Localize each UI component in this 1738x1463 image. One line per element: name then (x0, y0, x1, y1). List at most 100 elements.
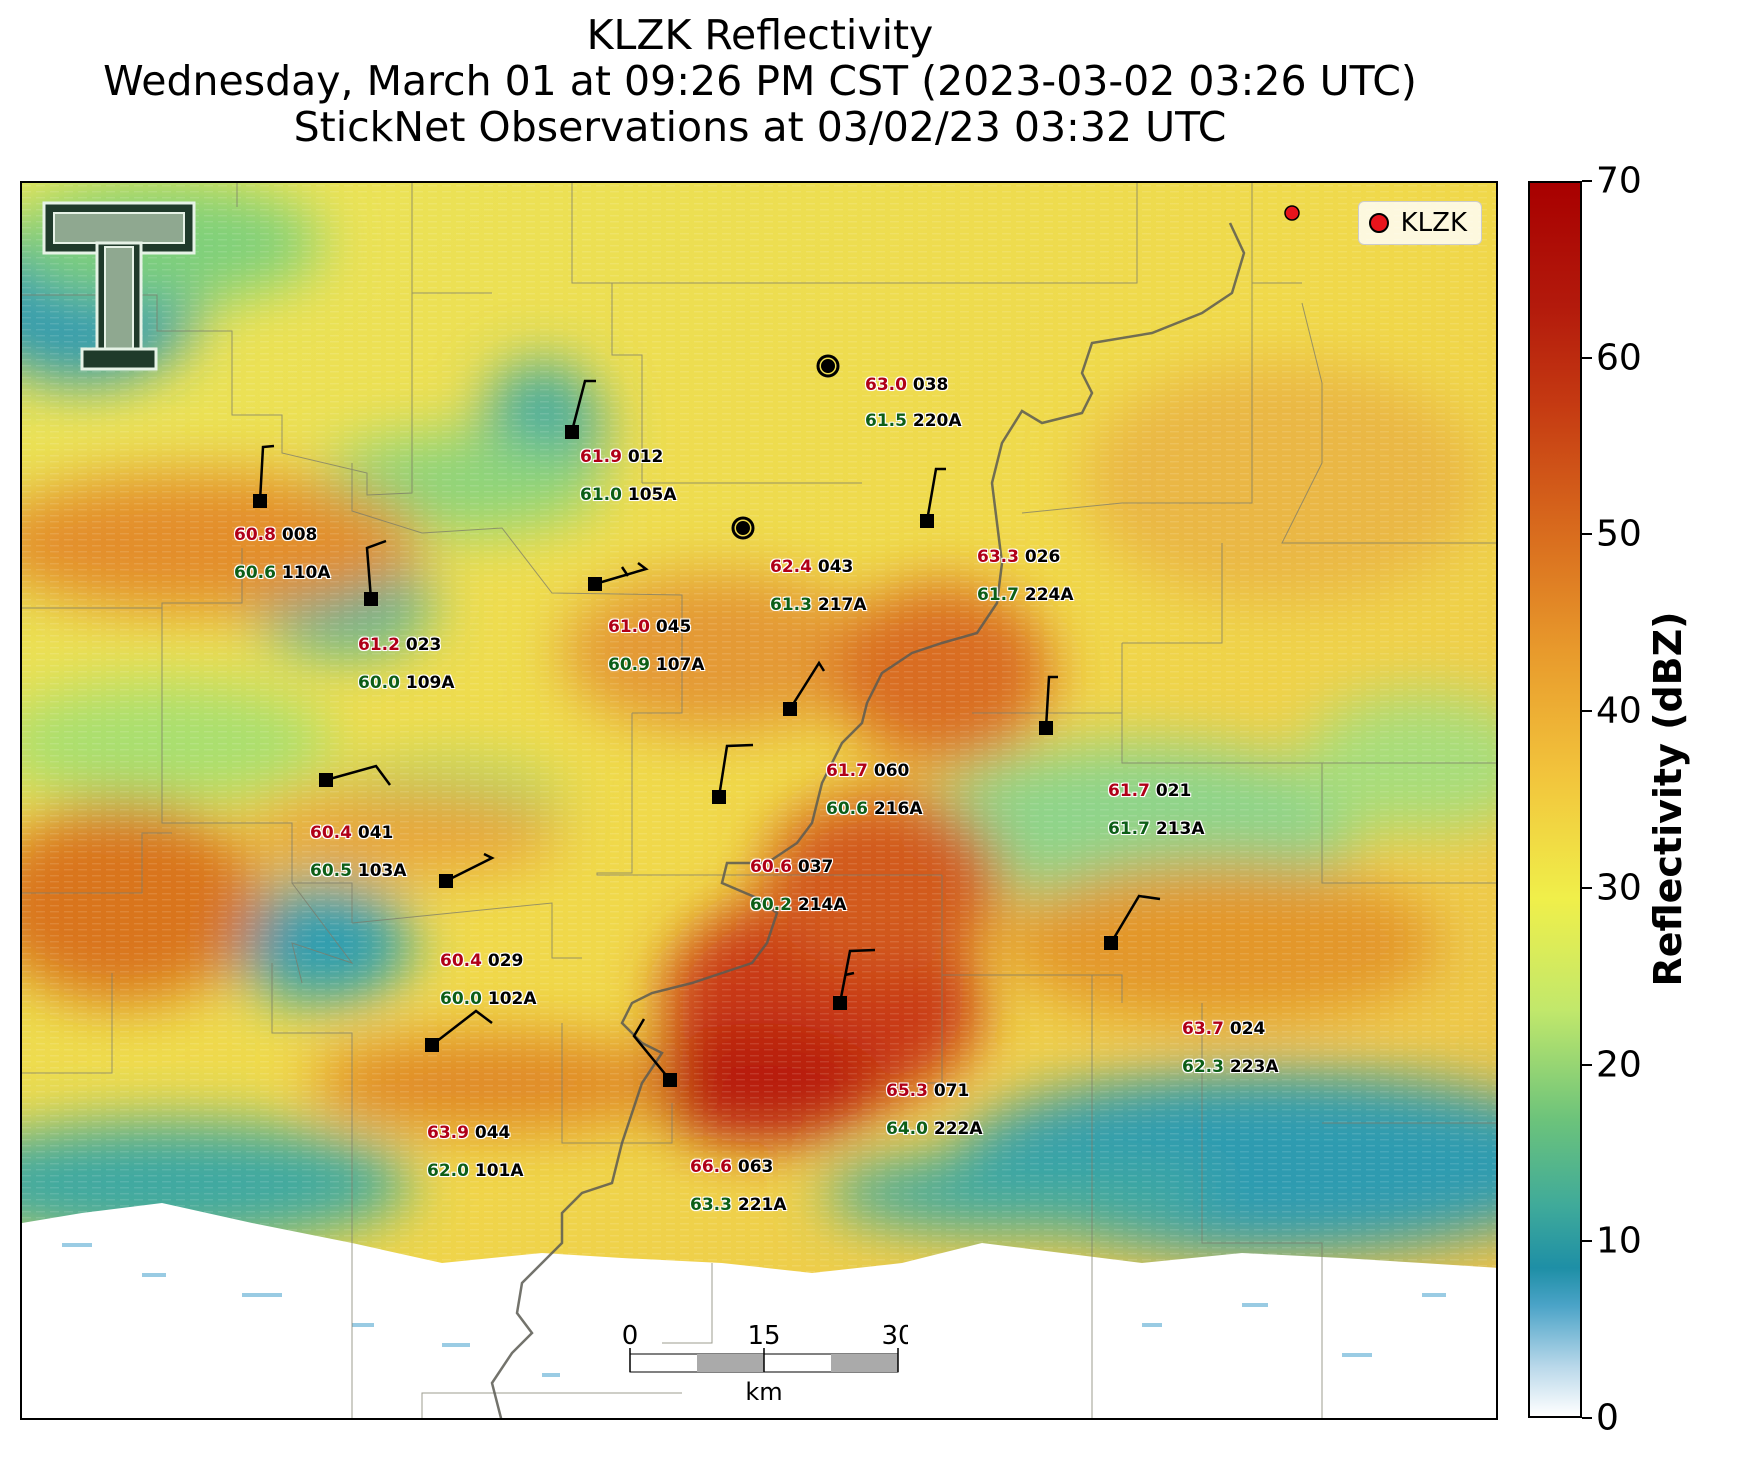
station-dew-216A: 60.6 216A (826, 799, 923, 819)
station-dew-213A: 61.7 213A (1108, 819, 1205, 839)
station-label-107A: 61.0 045 (608, 617, 692, 637)
colorbar-tick-mark (1582, 1063, 1592, 1066)
wind-barb-223A (1109, 894, 1161, 944)
station-marker-222A (833, 996, 847, 1010)
wind-barb-105A (570, 379, 596, 432)
station-marker-105A (565, 425, 579, 439)
colorbar-tick-mark (1582, 710, 1592, 713)
station-label-221A: 66.6 063 (690, 1157, 774, 1177)
reflectivity-field (22, 183, 1496, 1418)
station-dew-102A: 60.0 102A (440, 989, 537, 1009)
wind-barb-102A (445, 852, 495, 883)
colorbar-tick-mark (1582, 1240, 1592, 1243)
wind-barb-222A (838, 948, 876, 1004)
wind-barb-107A (594, 562, 649, 586)
station-label-214A: 60.6 037 (750, 857, 834, 877)
station-dew-224A: 61.7 224A (977, 585, 1074, 605)
klzk-radar-site (1284, 205, 1300, 221)
station-marker-110A (253, 494, 267, 508)
station-dew-109A: 60.0 109A (358, 673, 455, 693)
title-line-1: KLZK Reflectivity (586, 11, 934, 59)
wind-barb-110A (258, 444, 275, 502)
colorbar-tick-label: 50 (1596, 513, 1642, 555)
station-label-105A: 61.9 012 (580, 447, 664, 467)
colorbar-tick-label: 70 (1596, 160, 1642, 202)
colorbar-label: Reflectivity (dBZ) (1646, 611, 1690, 987)
scale-tick-30: 30 (881, 1322, 908, 1351)
station-marker-102A (439, 874, 453, 888)
station-label-110A: 60.8 008 (234, 525, 318, 545)
scale-tick-15: 15 (747, 1322, 780, 1351)
station-dew-220A: 61.5 220A (865, 411, 962, 431)
colorbar-tick-label: 0 (1596, 1397, 1619, 1439)
station-marker-101A (425, 1038, 439, 1052)
station-label-216A: 61.7 060 (826, 761, 910, 781)
station-dew-217A: 61.3 217A (770, 595, 867, 615)
scale-bar: 0 15 30 km (622, 1322, 908, 1406)
wind-barb-101A (431, 1009, 493, 1046)
station-label-109A: 61.2 023 (358, 635, 442, 655)
wind-barb-213A (1044, 675, 1058, 729)
wind-barb-216A (788, 660, 826, 710)
wind-barb-109A (365, 539, 387, 600)
texas-tech-double-t-logo (42, 201, 196, 371)
map-legend: KLZK (1357, 201, 1482, 245)
station-dew-105A: 61.0 105A (580, 485, 677, 505)
colorbar-tick-mark (1582, 533, 1592, 536)
station-dew-223A: 62.3 223A (1182, 1057, 1279, 1077)
colorbar-tick-mark (1582, 356, 1592, 359)
colorbar-tick-mark (1582, 886, 1592, 889)
station-label-217A: 62.4 043 (770, 557, 854, 577)
colorbar-tick-mark (1582, 1417, 1592, 1419)
colorbar-tick-label: 10 (1596, 1220, 1642, 1262)
station-label-101A: 63.9 044 (427, 1123, 511, 1143)
colorbar-tick-mark (1582, 180, 1592, 182)
station-dew-103A: 60.5 103A (310, 861, 407, 881)
station-dew-101A: 62.0 101A (427, 1161, 524, 1181)
wind-barbs (258, 379, 1161, 1081)
scale-tick-0: 0 (622, 1322, 639, 1351)
figure-title: KLZK Reflectivity Wednesday, March 01 at… (18, 12, 1502, 150)
station-marker-109A (364, 592, 378, 606)
station-marker-216A (783, 702, 797, 716)
klzk-marker-icon (1368, 213, 1389, 233)
station-label-222A: 65.3 071 (886, 1081, 970, 1101)
station-dew-221A: 63.3 221A (690, 1195, 787, 1215)
wind-barb-224A (925, 467, 946, 522)
station-label-220A: 63.0 038 (865, 375, 949, 395)
station-marker-103A (319, 773, 333, 787)
colorbar-tick-label: 40 (1596, 690, 1642, 732)
station-markers (253, 354, 1118, 1087)
station-marker-107A (588, 577, 602, 591)
legend-label: KLZK (1400, 208, 1467, 238)
calm-marker-220A (816, 354, 840, 378)
scale-unit: km (745, 1378, 782, 1406)
station-label-223A: 63.7 024 (1182, 1019, 1266, 1039)
colorbar-tick-label: 30 (1596, 867, 1642, 909)
station-dew-222A: 64.0 222A (886, 1119, 983, 1139)
colorbar: 0 10 20 30 40 50 60 70 Reflectivity (dBZ) (1528, 161, 1738, 1439)
wind-barb-214A (717, 743, 754, 798)
river (490, 222, 1246, 1418)
station-marker-213A (1039, 721, 1053, 735)
station-dew-110A: 60.6 110A (234, 563, 331, 583)
wind-barb-221A (632, 1018, 671, 1081)
colorbar-gradient (1528, 181, 1582, 1418)
title-line-2: Wednesday, March 01 at 09:26 PM CST (202… (103, 57, 1417, 105)
wind-barb-103A (325, 764, 392, 786)
radar-map: KLZK 63.0 038 61.5 220A 61.9 012 61.0 10… (20, 181, 1498, 1420)
station-marker-221A (663, 1073, 677, 1087)
title-line-3: StickNet Observations at 03/02/23 03:32 … (293, 103, 1227, 151)
colorbar-tick-label: 20 (1596, 1044, 1642, 1086)
colorbar-tick-label: 60 (1596, 337, 1642, 379)
station-label-224A: 63.3 026 (977, 547, 1061, 567)
station-dew-107A: 60.9 107A (608, 655, 705, 675)
station-marker-224A (920, 514, 934, 528)
station-label-103A: 60.4 041 (310, 823, 394, 843)
station-label-102A: 60.4 029 (440, 951, 524, 971)
station-marker-223A (1104, 936, 1118, 950)
station-label-213A: 61.7 021 (1108, 781, 1192, 801)
calm-marker-217A (731, 516, 755, 540)
station-dew-214A: 60.2 214A (750, 895, 847, 915)
station-marker-214A (712, 790, 726, 804)
